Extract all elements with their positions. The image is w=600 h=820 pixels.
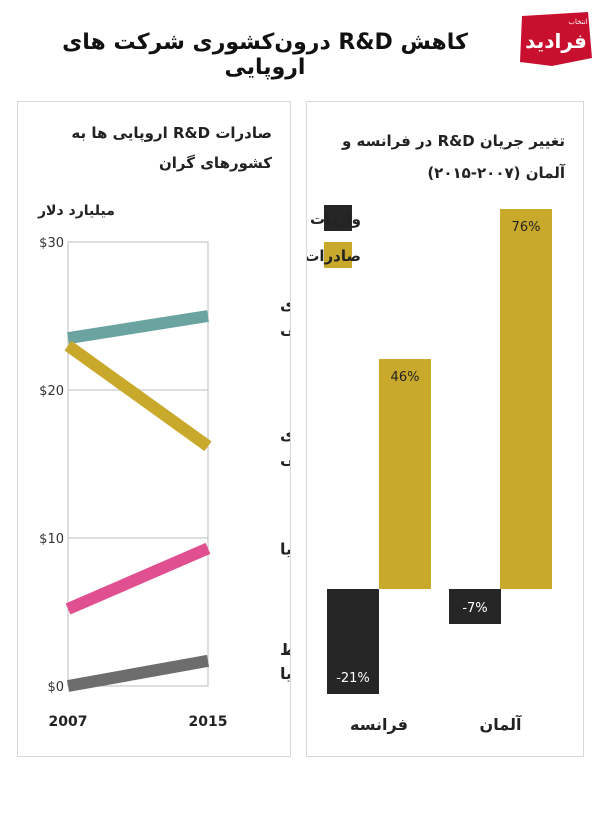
import-bar-label: -7% [462, 601, 487, 616]
series-label-line: اروپای [280, 425, 290, 445]
series-label-line: شمالی [280, 319, 290, 338]
series-label: آسیا [280, 538, 290, 558]
line-chart-title-line-2: کشورهای گران [158, 154, 272, 172]
series-label-line: آسیا [280, 538, 290, 558]
brand-logo: فرادید انتخاب [512, 8, 596, 72]
x-tick-label: 2007 [49, 714, 88, 730]
category-label: فرانسه [350, 715, 408, 734]
y-tick-label: $20 [39, 384, 64, 399]
y-tick-label: $30 [39, 236, 64, 251]
import-bar-label: -21% [336, 671, 370, 686]
bar-chart: واردات صادرات -21% 46% فرانسه -7% 76% آلمان [307, 205, 552, 734]
legend-label: واردات [310, 210, 361, 228]
import-bar [327, 589, 379, 694]
series-label-line: غربی [280, 449, 290, 468]
bar-chart-title-line-2: آلمان (۲۰۰۷-۲۰۱۵) [427, 164, 565, 182]
plot-frame [67, 241, 209, 687]
brand-logo-graphic: فرادید انتخاب [520, 12, 592, 66]
series-label: آمریکای شمالی [280, 294, 290, 338]
bar-chart-panel: تغییر جریان R&D در فرانسه و آلمان (۲۰۰۷-… [306, 101, 584, 757]
legend-swatch [324, 205, 352, 231]
series-line [67, 310, 209, 345]
page-title: کاهش R&D درون‌کشوری شرکت های اروپایی [62, 30, 468, 80]
y-tick-label: $0 [47, 680, 64, 695]
series-label-line: دنیا [280, 664, 290, 683]
series-line [66, 654, 210, 692]
export-bar [379, 359, 431, 589]
series-label-line: آمریکای [280, 294, 290, 314]
legend-swatch [324, 242, 352, 268]
import-bar [449, 589, 501, 624]
line-chart-panel: صادرات R&D اروپایی ها به کشورهای گران می… [17, 101, 291, 757]
series-label: دیگر نقاط دنیا [280, 640, 290, 683]
bar-chart-title-line-1: تغییر جریان R&D در فرانسه و [341, 132, 565, 150]
export-bar-label: 46% [391, 370, 420, 385]
series-label-line: دیگر نقاط [280, 640, 290, 659]
y-tick-label: $10 [39, 532, 64, 547]
svg-text:انتخاب: انتخاب [568, 18, 587, 26]
svg-text:فرادید: فرادید [525, 29, 587, 53]
line-chart-title-line-1: صادرات R&D اروپایی ها به [71, 124, 272, 142]
export-bar [500, 209, 552, 589]
legend-label: صادرات [307, 247, 361, 265]
series-line [65, 542, 211, 615]
category-label: آلمان [480, 714, 522, 734]
line-chart: $0 $10 $20 $30 2007 2015 آمریکای شمالی اروپای غرب… [39, 236, 290, 730]
series-line [64, 340, 212, 452]
export-bar-label: 76% [512, 220, 541, 235]
series-label: اروپای غربی [280, 425, 290, 468]
line-chart-ylabel: میلیارد دلار [38, 203, 115, 219]
x-tick-label: 2015 [189, 714, 228, 730]
